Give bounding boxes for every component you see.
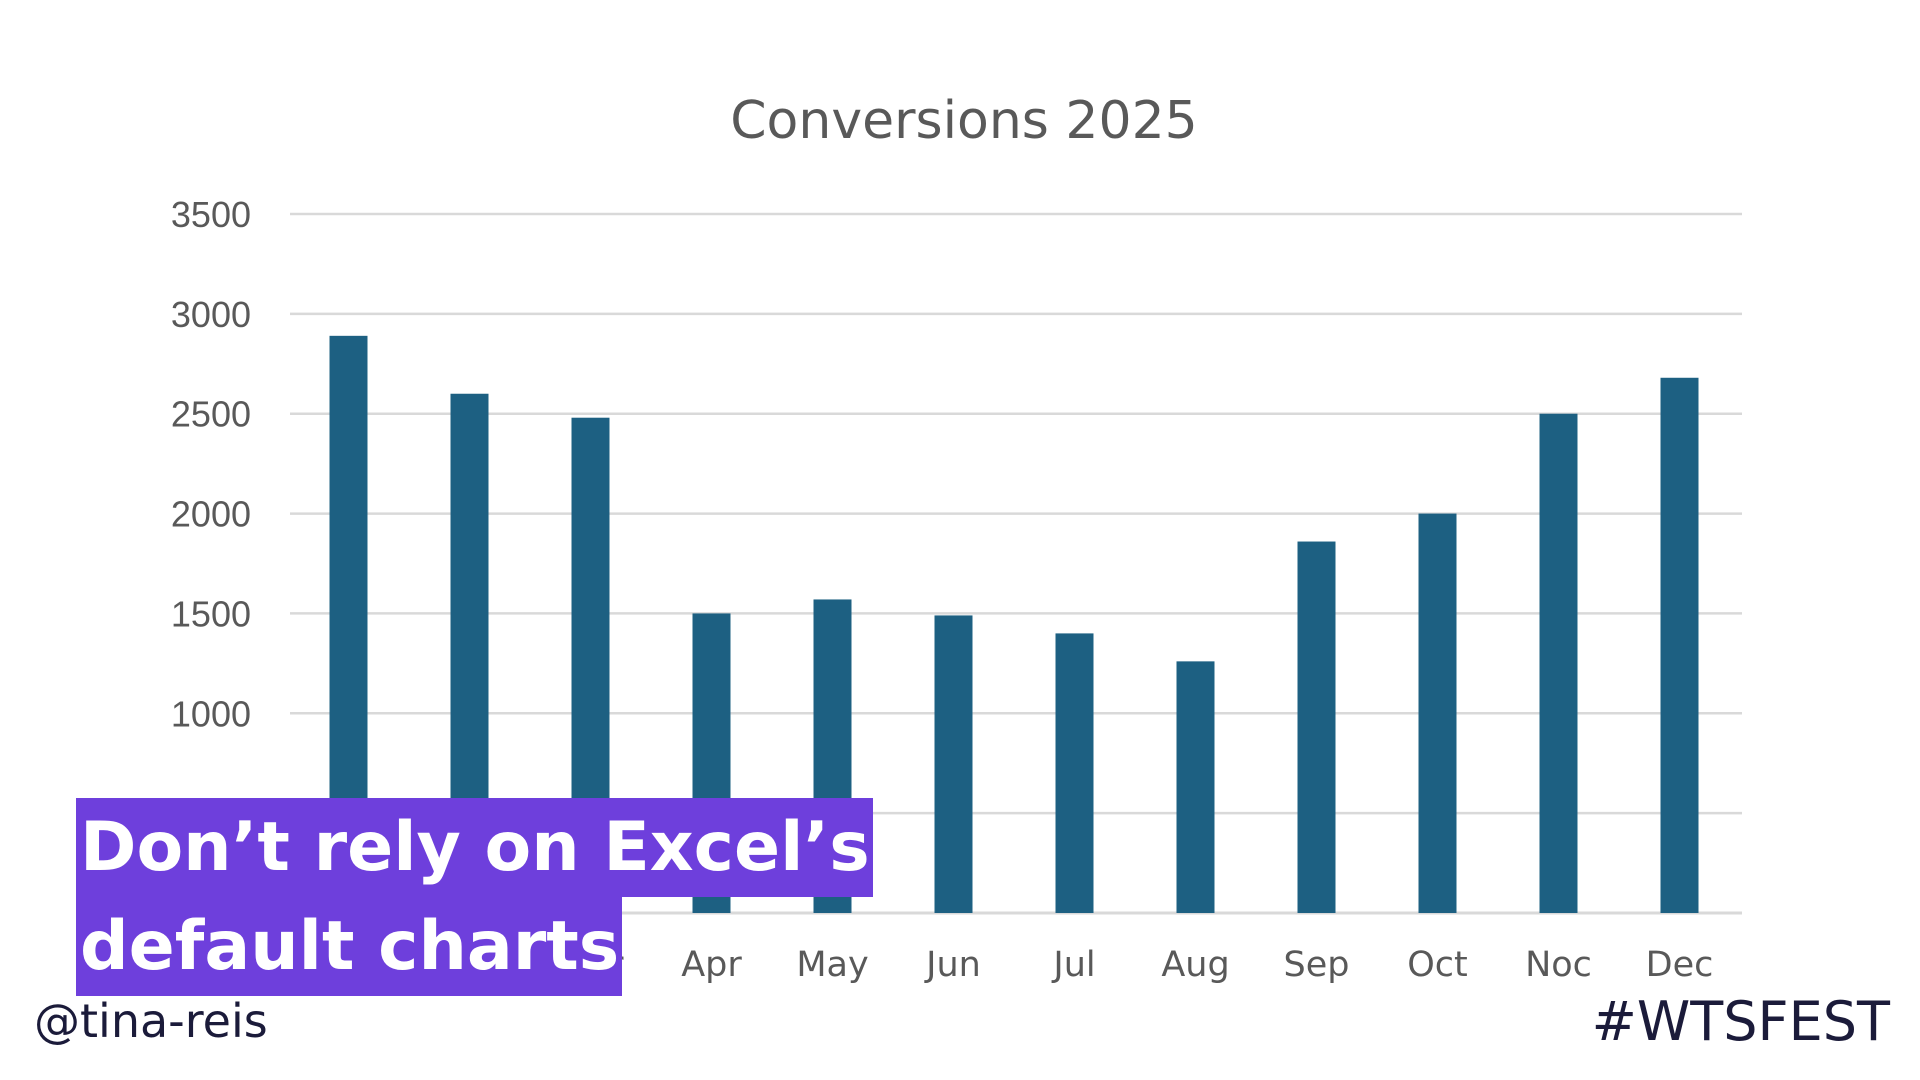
bars: [329, 335, 1699, 914]
x-tick-label: Sep: [1284, 945, 1350, 985]
x-tick-label: May: [796, 945, 868, 985]
y-tick-label: 1500: [171, 593, 251, 634]
bar-sep: [1297, 541, 1336, 913]
y-tick-label: 1000: [171, 693, 251, 734]
bar-oct: [1418, 513, 1457, 913]
x-tick-label: Oct: [1407, 945, 1468, 985]
x-tick-label: Apr: [681, 945, 742, 985]
x-tick-label: Dec: [1646, 945, 1714, 985]
caption-line-1: Don’t rely on Excel’s: [76, 798, 873, 897]
y-tick-label: 3500: [171, 194, 251, 235]
x-tick-label: Jul: [1051, 945, 1095, 985]
event-hashtag: #WTSFEST: [1591, 990, 1890, 1053]
bar-jul: [1055, 633, 1094, 913]
bar-aug: [1176, 661, 1215, 913]
y-tick-label: 3000: [171, 294, 251, 335]
chart-title: Conversions 2025: [730, 91, 1198, 151]
caption-line-2: default charts: [76, 897, 623, 996]
bar-jun: [934, 615, 973, 913]
x-tick-label: Noc: [1525, 945, 1592, 985]
author-handle: @tina-reis: [34, 994, 268, 1048]
y-tick-label: 2000: [171, 494, 251, 535]
x-tick-label: Jun: [924, 945, 981, 985]
bar-dec: [1660, 377, 1699, 913]
y-tick-label: 2500: [171, 394, 251, 435]
bar-noc: [1539, 413, 1578, 913]
x-tick-label: Aug: [1161, 945, 1229, 985]
